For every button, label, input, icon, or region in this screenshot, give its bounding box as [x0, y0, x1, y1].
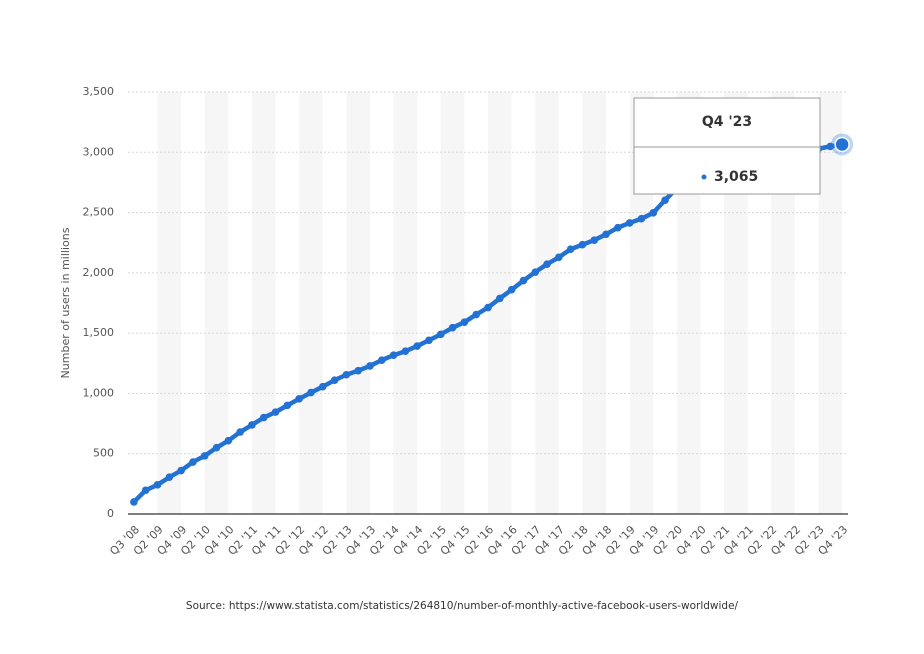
point: [578, 240, 587, 249]
y-tick-label: 0: [107, 507, 114, 520]
point: [834, 136, 850, 153]
point: [177, 466, 185, 475]
point: [307, 388, 315, 397]
point: [566, 245, 575, 254]
point: [413, 342, 421, 350]
band-stripe: [818, 92, 843, 514]
band-stripe: [440, 92, 465, 514]
point: [366, 362, 374, 370]
point: [283, 401, 292, 410]
point: [661, 196, 669, 204]
y-tick-label: 3,500: [83, 85, 115, 98]
point: [212, 443, 221, 452]
point: [507, 285, 516, 294]
point: [637, 214, 646, 223]
point: [295, 395, 303, 403]
point: [555, 253, 563, 262]
point: [318, 382, 327, 391]
point: [484, 303, 492, 312]
tooltip-value: 3,065: [714, 169, 758, 185]
point: [330, 376, 339, 384]
band-stripe: [724, 92, 748, 514]
point: [826, 142, 835, 151]
tooltip-dot: [701, 174, 707, 180]
point: [496, 294, 504, 303]
point: [649, 209, 658, 217]
y-tick-label: 1,500: [83, 326, 115, 339]
point: [448, 323, 457, 332]
y-tick-label: 2,500: [83, 206, 115, 219]
band-stripe: [771, 92, 795, 514]
point: [389, 351, 398, 360]
point: [165, 473, 174, 482]
point: [460, 318, 469, 326]
point: [472, 310, 480, 319]
point: [342, 370, 351, 379]
band-stripe: [251, 92, 276, 514]
point: [602, 230, 610, 239]
band-stripe: [346, 92, 370, 514]
band-stripe: [582, 92, 607, 514]
point: [543, 260, 551, 268]
y-tick-label: 500: [93, 447, 114, 460]
point: [224, 436, 233, 445]
band-stripe: [535, 92, 559, 514]
band-stripe: [204, 92, 229, 514]
point: [259, 413, 268, 422]
band-stripe: [157, 92, 182, 514]
band-stripe: [629, 92, 654, 514]
point: [625, 219, 634, 227]
point: [141, 486, 150, 495]
y-axis-label: Number of users in millions: [59, 227, 72, 378]
point: [436, 330, 445, 339]
tooltip-box: [633, 97, 821, 195]
band-stripe: [488, 92, 512, 514]
point: [590, 236, 599, 244]
tooltip-title: Q4 '23: [702, 114, 752, 130]
point: [130, 498, 138, 506]
point: [354, 366, 362, 375]
band-stripe: [393, 92, 418, 514]
tooltip: Q4 '23 3,065: [633, 97, 821, 195]
point: [248, 421, 256, 429]
point: [401, 347, 410, 356]
point: [531, 268, 540, 276]
band-stripe: [676, 92, 701, 514]
point: [200, 452, 209, 460]
point: [189, 458, 197, 466]
y-tick-label: 1,000: [83, 386, 115, 399]
point: [614, 223, 622, 232]
y-tick-label: 2,000: [83, 266, 115, 279]
band-stripe: [299, 92, 323, 514]
point: [236, 428, 244, 436]
point: [377, 356, 386, 364]
point: [519, 276, 528, 285]
source: Source: https://www.statista.com/statist…: [186, 600, 739, 612]
point: [271, 408, 280, 416]
background: [157, 92, 843, 514]
point: [153, 481, 162, 489]
y-tick-label: 3,000: [83, 145, 115, 158]
point: [425, 336, 433, 345]
